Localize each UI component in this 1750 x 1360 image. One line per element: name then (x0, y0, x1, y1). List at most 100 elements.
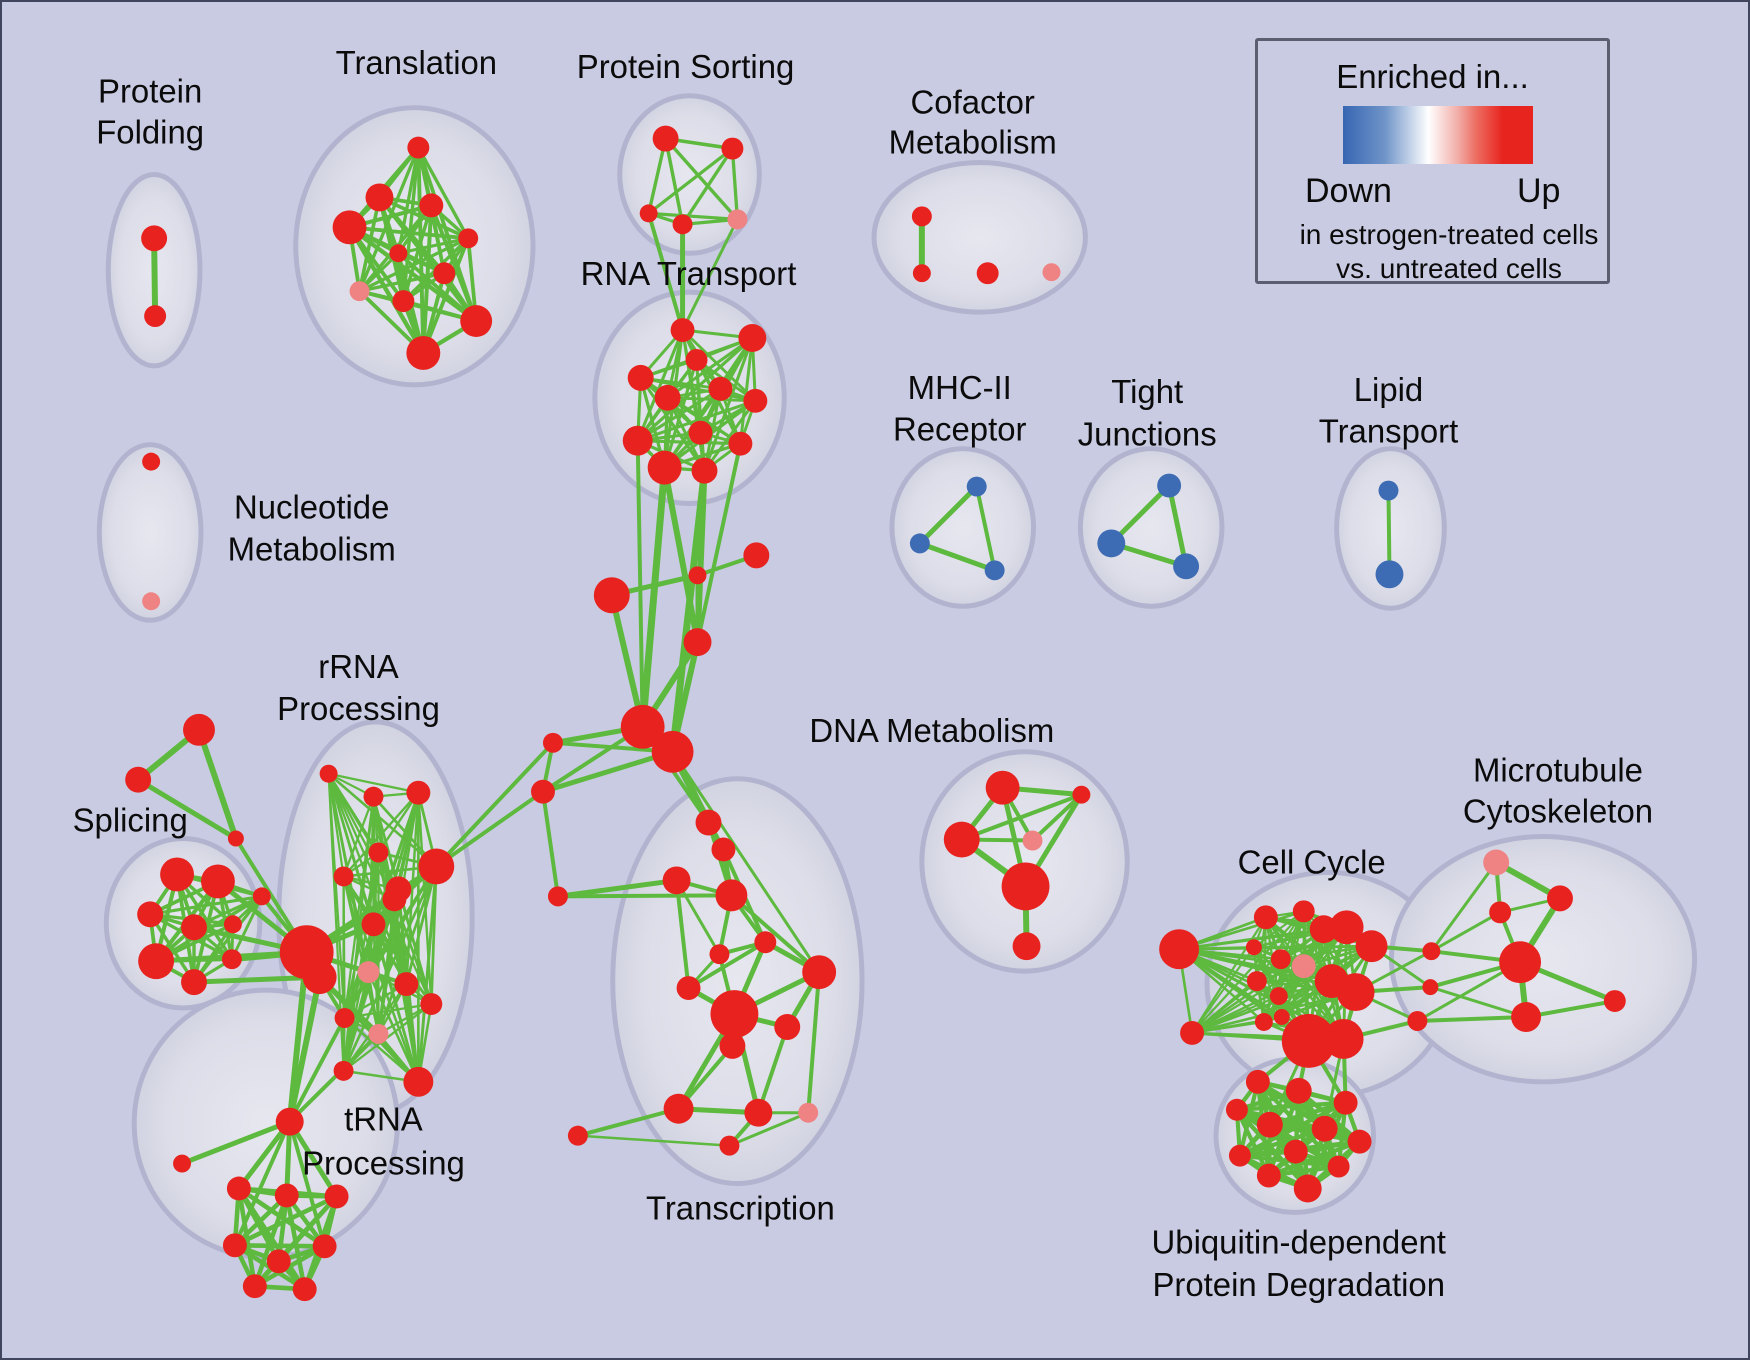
edge (232, 1119, 292, 1248)
edge (232, 1243, 327, 1249)
node (1225, 1098, 1248, 1121)
node (1159, 929, 1200, 970)
edge (729, 893, 822, 975)
edge (236, 1119, 293, 1191)
edge (396, 251, 479, 323)
edge (636, 439, 742, 446)
cluster-label-N: DNA Metabolism (809, 712, 1054, 749)
edge (647, 146, 735, 215)
edge (959, 792, 1084, 842)
cluster-label-H: Transport (1319, 413, 1459, 450)
edge (342, 791, 420, 878)
node (1422, 942, 1441, 961)
edge (1030, 792, 1084, 843)
edge (635, 438, 645, 729)
edge (236, 1186, 327, 1249)
node (1269, 987, 1288, 1006)
edge (429, 203, 479, 324)
edge (1429, 910, 1502, 953)
edge (680, 146, 735, 227)
cluster-label-D: RNA Transport (581, 255, 797, 292)
node (1228, 1144, 1251, 1167)
node (418, 848, 455, 885)
legend-down-label: Down (1305, 172, 1392, 210)
node (774, 1014, 801, 1040)
node (144, 305, 167, 328)
node (1327, 1155, 1350, 1178)
edge (636, 399, 757, 443)
node (363, 786, 384, 807)
node (173, 1154, 192, 1173)
cluster-label-L: Processing (302, 1145, 465, 1182)
node (708, 376, 733, 401)
node (911, 206, 932, 227)
node (221, 949, 242, 970)
edge (343, 898, 396, 1020)
node (368, 1023, 389, 1044)
cluster-ellipse-P (1388, 834, 1698, 1085)
node (688, 566, 707, 585)
edge (663, 136, 685, 227)
cluster-label-P: Microtubule (1473, 752, 1643, 789)
node (458, 228, 479, 249)
edge (540, 789, 560, 899)
node (1157, 473, 1182, 498)
node (1293, 1174, 1322, 1203)
cluster-label-O: Cell Cycle (1238, 843, 1386, 880)
edge (1190, 980, 1258, 1035)
edge (681, 217, 739, 332)
edge (342, 875, 380, 1036)
node (200, 864, 235, 899)
node (647, 450, 682, 485)
edge (287, 1016, 347, 1124)
cluster-label-Q: Protein Degradation (1152, 1266, 1445, 1303)
node (691, 457, 718, 484)
node (1292, 900, 1315, 923)
cluster-label-A: Protein (98, 73, 202, 110)
edge (196, 726, 239, 842)
edge (695, 441, 743, 645)
node (695, 809, 722, 836)
cluster-label-K: Processing (277, 690, 440, 727)
node (319, 764, 338, 783)
node (1511, 1002, 1542, 1032)
node (683, 628, 712, 657)
edge (135, 777, 239, 842)
node (1245, 1069, 1270, 1094)
node (1022, 830, 1043, 851)
edge (252, 1193, 290, 1289)
edge (377, 865, 438, 1036)
edge (342, 923, 375, 1073)
node (1012, 932, 1041, 961)
edge (416, 145, 470, 240)
node (651, 730, 694, 773)
node (223, 915, 242, 934)
node (567, 1125, 588, 1146)
node (222, 1233, 247, 1258)
node (181, 914, 207, 941)
node (1329, 910, 1364, 945)
node (1256, 1111, 1283, 1138)
node (670, 318, 695, 342)
edge (151, 235, 159, 320)
node (672, 214, 693, 235)
edge (540, 749, 676, 795)
node (125, 766, 152, 793)
node (1180, 1020, 1205, 1045)
node (1375, 560, 1404, 589)
edge (434, 740, 555, 869)
cluster-label-L: tRNA (344, 1101, 423, 1138)
node (620, 704, 665, 749)
node (1246, 971, 1267, 992)
cluster-label-H: Lipid (1354, 371, 1424, 408)
layer-nodes (125, 125, 1626, 1302)
edge (1429, 860, 1498, 953)
node (137, 901, 164, 928)
edge (555, 877, 680, 899)
edge (674, 878, 691, 991)
edge (661, 464, 701, 646)
node (1407, 1011, 1428, 1031)
edge (1177, 910, 1306, 951)
edge (179, 1119, 293, 1167)
